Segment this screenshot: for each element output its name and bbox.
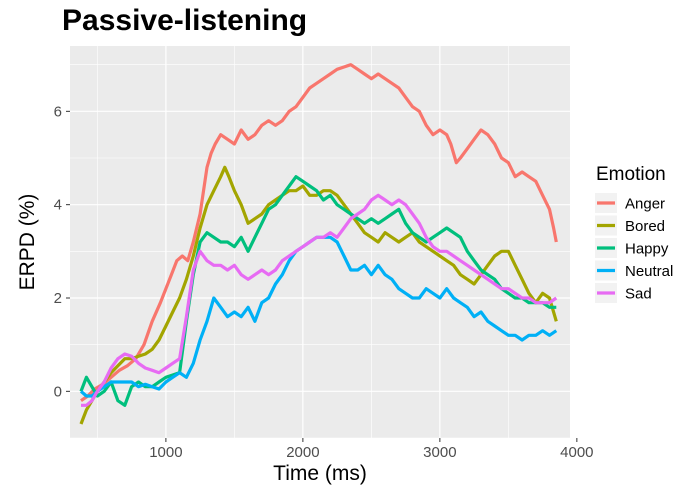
series-line-happy	[79, 175, 557, 407]
chart-title: Passive-listening	[62, 4, 308, 37]
y-tick-label: 4	[54, 197, 62, 214]
y-axis: 0 2 4 6	[54, 103, 70, 400]
x-tick-label: 4000	[560, 444, 593, 461]
legend-title: Emotion	[596, 164, 666, 185]
y-axis-title: ERPD (%)	[16, 194, 39, 291]
x-tick-label: 3000	[423, 444, 456, 461]
major-grid	[70, 46, 578, 438]
x-tick-label: 1000	[149, 444, 182, 461]
legend-label-neutral: Neutral	[625, 263, 673, 280]
series-line-bored	[79, 165, 558, 425]
y-tick-label: 2	[54, 290, 62, 307]
x-axis: 1000 2000 3000 4000	[149, 438, 594, 461]
plot-panel	[70, 46, 570, 438]
legend-label-sad: Sad	[625, 286, 652, 303]
legend-label-bored: Bored	[625, 218, 665, 235]
legend-label-anger: Anger	[625, 196, 665, 213]
series-line-anger	[80, 63, 558, 403]
legend-label-happy: Happy	[625, 241, 669, 258]
series-line-sad	[81, 193, 558, 407]
y-tick-label: 6	[54, 103, 62, 120]
legend: Emotion Anger Bored Happy Neutral Sad	[595, 164, 673, 303]
series-layer	[79, 63, 558, 425]
y-tick-label: 0	[54, 383, 62, 400]
x-axis-title: Time (ms)	[273, 462, 367, 485]
x-tick-label: 2000	[286, 444, 319, 461]
